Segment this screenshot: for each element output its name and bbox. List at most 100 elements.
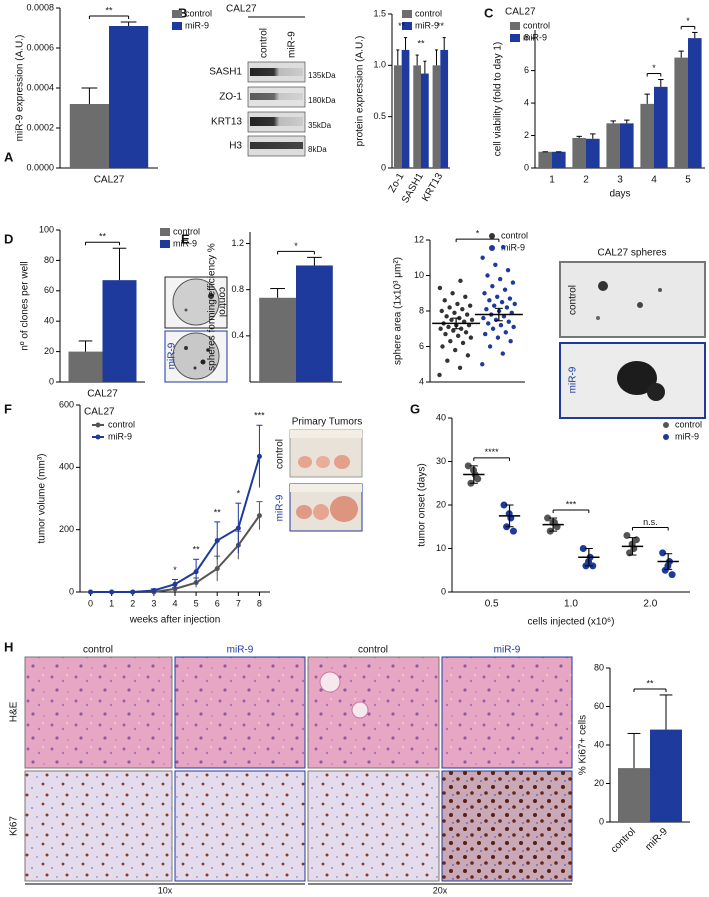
legend-label: control (173, 226, 200, 236)
x-tick-label: control (609, 826, 638, 855)
legend-label: miR-9 (415, 20, 439, 30)
x-tick-label: 1.0 (564, 599, 578, 610)
bar (606, 123, 620, 168)
legend-marker (95, 422, 101, 428)
point (469, 317, 475, 323)
y-tick-label: 60 (594, 701, 604, 711)
legend-marker (160, 228, 170, 236)
point (172, 581, 178, 587)
point (510, 280, 516, 285)
x-tick-label: Zo-1 (387, 171, 407, 195)
legend-label: control (523, 20, 550, 30)
point (193, 569, 199, 575)
significance: ** (99, 232, 107, 242)
point (487, 298, 492, 303)
point (109, 589, 115, 595)
image-label: miR-9 (275, 494, 286, 521)
y-tick-label: 40 (44, 316, 54, 326)
point (455, 333, 461, 339)
y-tick-label: 0.0004 (26, 82, 54, 92)
bar (640, 103, 654, 168)
point (508, 338, 513, 344)
point (509, 527, 517, 535)
legend-marker (402, 22, 412, 30)
x-tick-label: 3 (617, 175, 623, 186)
y-tick-label: 10 (436, 543, 446, 553)
point (214, 566, 220, 572)
significance: ** (214, 507, 222, 517)
tumor-images (289, 429, 363, 532)
x-tick-label: 7 (236, 598, 241, 608)
x-tick-label: 6 (215, 598, 220, 608)
y-tick-label: 1.0 (373, 60, 386, 70)
legend-label: control (675, 419, 702, 429)
x-tick-label: 0.5 (485, 599, 499, 610)
bar (440, 49, 449, 168)
point (256, 513, 262, 519)
protein-label: KRT13 (211, 117, 242, 128)
y-tick-label: 80 (594, 662, 604, 672)
significance: * (652, 63, 656, 73)
protein-label: H3 (229, 141, 242, 152)
significance: * (237, 489, 241, 499)
point (458, 278, 463, 284)
point (500, 244, 506, 250)
image-title: CAL27 spheres (598, 248, 667, 259)
column-label: miR-9 (494, 645, 521, 656)
point (492, 303, 497, 308)
legend-marker (172, 22, 182, 30)
y-axis-label: miR-9 expression (A.U.) (15, 35, 26, 142)
point (439, 308, 444, 314)
row-label: Ki67 (9, 816, 20, 836)
point (493, 262, 498, 268)
legend-marker (663, 434, 669, 440)
size-label: 35kDa (308, 121, 332, 130)
x-tick-label: 2.0 (643, 599, 657, 610)
legend-label: miR-9 (501, 242, 525, 252)
size-label: 135kDa (308, 71, 336, 80)
point (495, 335, 501, 340)
significance: * (173, 565, 177, 575)
significance: n.s. (643, 517, 658, 527)
bar (552, 151, 566, 168)
panel-label: A (4, 149, 14, 164)
size-label: 180kDa (308, 96, 336, 105)
point (498, 276, 503, 282)
y-tick-label: 0.4 (231, 330, 244, 340)
point (506, 319, 511, 324)
x-tick-label: 4 (651, 175, 657, 186)
x-tick-label: 8 (257, 598, 262, 608)
column-label: control (358, 645, 388, 656)
panel-label: H (4, 639, 13, 654)
y-axis-label: % Ki67+ cells (578, 715, 589, 775)
point (445, 358, 450, 363)
point (500, 351, 505, 356)
y-tick-label: 100 (39, 224, 54, 234)
point (544, 514, 552, 522)
point (465, 353, 471, 358)
x-tick-label: 2 (583, 175, 589, 186)
point (463, 294, 468, 299)
point (503, 330, 508, 335)
y-tick-label: 6 (524, 65, 529, 75)
y-tick-label: 0.8 (231, 284, 244, 294)
significance: *** (566, 499, 577, 509)
image-label: control (568, 285, 579, 315)
x-tick-label: 4 (172, 598, 177, 608)
legend-label: miR-9 (173, 238, 197, 248)
point (505, 267, 511, 273)
significance: *** (254, 411, 265, 421)
significance: ** (193, 545, 201, 555)
point (438, 326, 443, 331)
point (437, 285, 443, 291)
point (500, 501, 508, 509)
y-axis-label: protein expression (A.U.) (355, 36, 366, 147)
image-label: miR-9 (167, 342, 178, 369)
bar (586, 138, 600, 168)
y-tick-label: 12 (414, 234, 424, 244)
point (504, 305, 510, 310)
image-title: Primary Tumors (292, 417, 363, 428)
x-axis-label: cells injected (x10⁶) (528, 617, 615, 628)
